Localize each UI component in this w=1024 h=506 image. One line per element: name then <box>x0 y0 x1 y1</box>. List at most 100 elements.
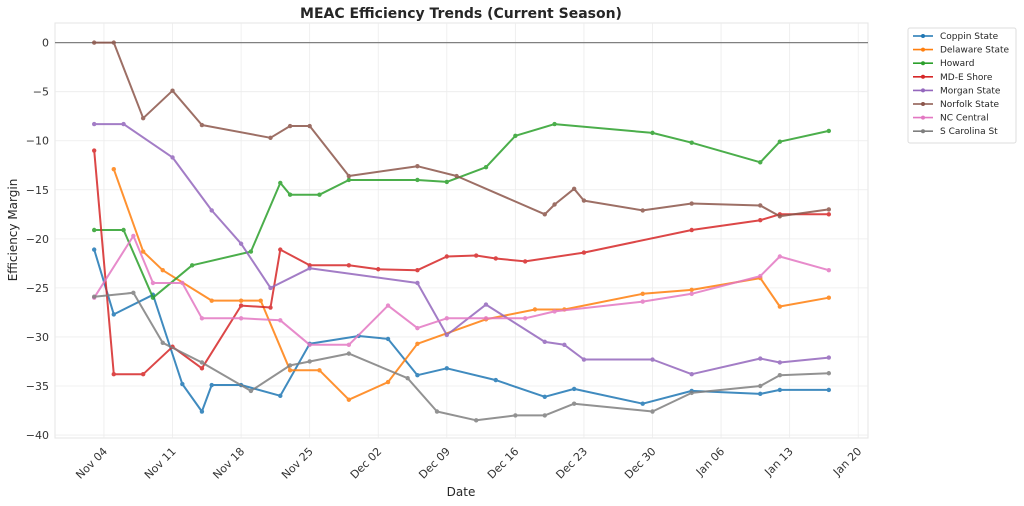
data-point <box>415 280 420 286</box>
data-point <box>444 254 450 259</box>
data-point <box>826 212 832 217</box>
data-point <box>513 133 518 139</box>
data-point <box>758 203 763 208</box>
data-point <box>444 179 450 185</box>
data-point <box>346 173 352 179</box>
data-point <box>385 303 391 308</box>
data-point <box>758 391 763 397</box>
legend-marker <box>921 88 925 93</box>
data-point <box>405 375 410 381</box>
y-tick-labels: 0 −5 −10 −15 −20 −25 −30 −35 −40 <box>26 37 49 442</box>
series-morgan-state <box>91 121 832 377</box>
data-point <box>376 267 381 272</box>
data-point <box>317 368 322 373</box>
series-line <box>93 234 830 346</box>
data-point <box>826 207 832 212</box>
data-point <box>268 305 273 310</box>
data-point <box>571 186 577 192</box>
y-tick-label: −25 <box>26 282 49 295</box>
y-tick-label: −35 <box>26 380 49 393</box>
data-point <box>317 192 322 197</box>
data-point <box>268 285 273 291</box>
data-point <box>444 366 450 371</box>
data-point <box>238 316 244 321</box>
data-point <box>689 287 694 293</box>
data-point <box>826 355 832 360</box>
data-point <box>434 409 440 414</box>
data-point <box>777 139 783 144</box>
data-point <box>346 263 352 268</box>
data-point <box>91 148 97 153</box>
data-point <box>473 253 479 258</box>
data-point <box>415 268 420 273</box>
data-point <box>346 177 352 183</box>
chart-title: MEAC Efficiency Trends (Current Season) <box>300 6 622 22</box>
data-point <box>180 280 185 286</box>
data-point <box>346 351 352 356</box>
data-point <box>493 377 498 383</box>
data-point <box>758 217 763 223</box>
data-point <box>131 233 136 239</box>
grid-lines <box>55 23 868 438</box>
data-point <box>111 312 116 317</box>
data-point <box>483 316 489 321</box>
data-point <box>542 212 547 217</box>
data-point <box>140 249 146 254</box>
data-point <box>542 413 547 418</box>
data-point <box>91 40 97 45</box>
data-point <box>278 247 283 252</box>
data-point <box>238 298 244 303</box>
data-point <box>493 256 498 261</box>
legend-marker <box>921 115 925 120</box>
legend-marker <box>921 74 925 79</box>
legend-label: Coppin State <box>940 32 999 42</box>
data-point <box>140 115 146 121</box>
data-point <box>91 294 97 299</box>
series-line <box>94 41 829 218</box>
legend-marker <box>921 61 925 66</box>
data-point <box>542 394 547 399</box>
data-point <box>640 299 645 304</box>
data-point <box>777 304 783 309</box>
data-point <box>91 121 97 127</box>
data-point <box>444 332 450 338</box>
data-point <box>278 318 283 323</box>
data-point <box>454 173 459 179</box>
legend-label: Morgan State <box>940 86 1001 96</box>
legend-label: S Carolina St <box>940 127 998 137</box>
data-point <box>640 401 645 406</box>
data-point <box>91 247 97 252</box>
data-point <box>689 140 694 145</box>
data-point <box>758 383 763 389</box>
plot-area <box>54 22 869 439</box>
data-point <box>522 259 528 264</box>
series-nc-central <box>91 233 832 347</box>
data-point <box>571 386 577 392</box>
data-point <box>552 309 557 314</box>
data-point <box>278 393 283 399</box>
data-point <box>473 418 479 423</box>
data-point <box>581 357 587 362</box>
data-point <box>415 164 420 169</box>
data-point <box>385 336 391 342</box>
data-point <box>111 372 116 377</box>
data-point <box>689 227 694 233</box>
data-point <box>826 295 832 300</box>
legend-marker <box>921 34 925 38</box>
data-point <box>91 227 97 233</box>
data-point <box>581 250 587 255</box>
data-point <box>170 155 175 160</box>
series-howard <box>91 121 832 300</box>
data-point <box>385 379 391 385</box>
data-point <box>238 241 244 246</box>
legend-label: Norfolk State <box>940 100 999 110</box>
legend-label: NC Central <box>940 114 989 124</box>
data-point <box>268 135 273 140</box>
data-point <box>287 123 293 129</box>
data-point <box>209 382 214 388</box>
legend: Coppin State Delaware State Howard MD-E Sho… <box>907 27 1017 144</box>
data-point <box>199 409 205 414</box>
legend-label: MD-E Shore <box>940 73 993 83</box>
data-point <box>111 40 116 45</box>
